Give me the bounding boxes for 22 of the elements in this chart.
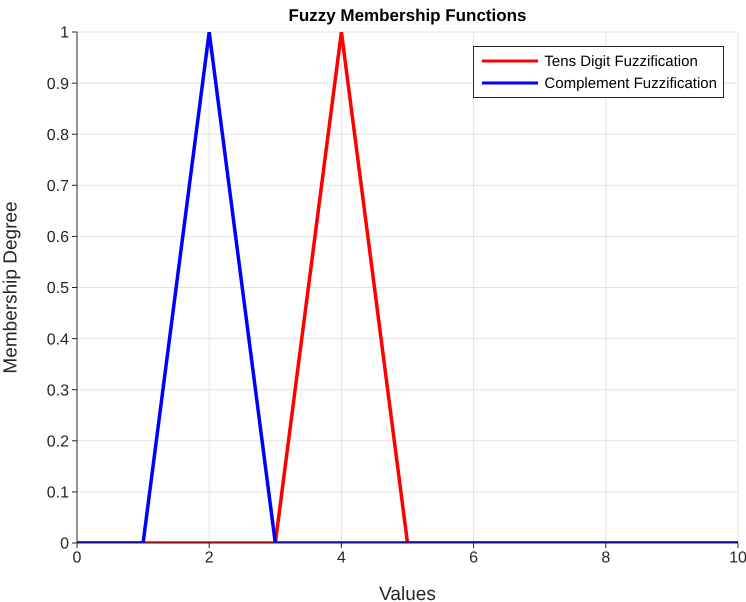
x-tick-label: 4 bbox=[336, 549, 346, 566]
chart-title: Fuzzy Membership Functions bbox=[287, 6, 528, 26]
legend-label: Complement Fuzzification bbox=[544, 74, 717, 92]
x-tick-label: 8 bbox=[601, 549, 610, 566]
y-tick-label: 0.5 bbox=[46, 280, 70, 298]
y-tick-label: 0.9 bbox=[46, 76, 70, 93]
y-tick-label: 0.4 bbox=[46, 331, 70, 348]
x-axis-title: Values bbox=[379, 584, 436, 602]
y-tick-label: 0.7 bbox=[46, 178, 70, 195]
y-axis-title: Membership Degree bbox=[0, 201, 22, 374]
y-tick-label: 0 bbox=[60, 536, 70, 553]
y-tick-label: 0.3 bbox=[46, 382, 70, 400]
y-tick-label: 0.6 bbox=[46, 229, 70, 246]
x-tick-label: 6 bbox=[469, 549, 478, 566]
y-tick-label: 1 bbox=[60, 24, 70, 42]
y-tick-label: 0.8 bbox=[46, 126, 70, 144]
x-tick-label: 10 bbox=[729, 549, 746, 566]
x-tick-label: 2 bbox=[204, 549, 214, 566]
y-tick-label: 0.2 bbox=[46, 433, 70, 450]
x-tick-label: 0 bbox=[72, 549, 82, 566]
legend-label: Tens Digit Fuzzification bbox=[544, 52, 698, 70]
y-tick-label: 0.1 bbox=[46, 484, 70, 502]
